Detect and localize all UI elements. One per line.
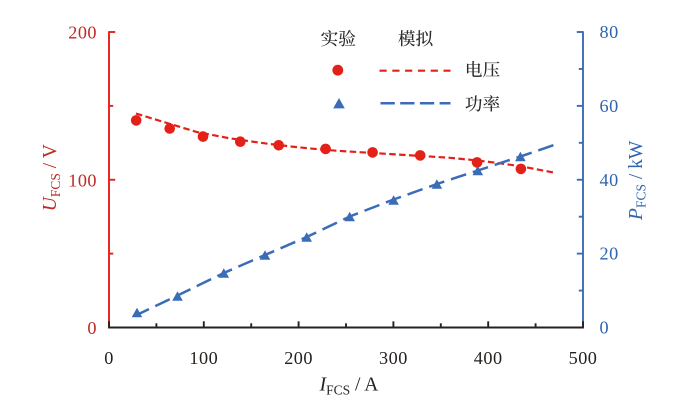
svg-text:40: 40	[600, 170, 619, 190]
svg-text:0: 0	[600, 318, 610, 338]
svg-text:IFCS / A: IFCS / A	[319, 375, 379, 398]
svg-text:100: 100	[189, 348, 218, 368]
svg-text:PFCS / kW: PFCS / kW	[626, 140, 649, 221]
svg-text:20: 20	[600, 244, 619, 264]
svg-text:80: 80	[600, 22, 619, 42]
svg-text:200: 200	[68, 23, 97, 43]
svg-text:UFCS / V: UFCS / V	[40, 144, 63, 211]
svg-text:0: 0	[104, 348, 114, 368]
svg-text:400: 400	[474, 348, 503, 368]
svg-text:0: 0	[87, 318, 97, 338]
svg-text:100: 100	[68, 170, 97, 190]
svg-text:200: 200	[284, 348, 313, 368]
svg-text:500: 500	[569, 348, 598, 368]
svg-text:300: 300	[379, 348, 408, 368]
svg-text:60: 60	[600, 96, 619, 116]
